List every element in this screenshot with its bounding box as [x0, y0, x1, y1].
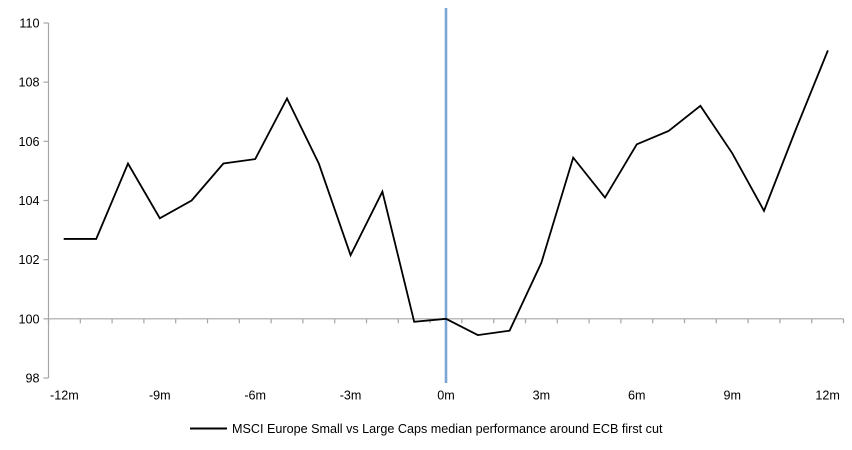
x-axis-label: 9m: [723, 389, 741, 403]
y-axis-label: 110: [19, 17, 39, 31]
y-axis-label: 100: [18, 312, 39, 326]
x-axis-label: 3m: [533, 389, 551, 403]
y-axis-label: 98: [25, 372, 39, 386]
axes-layer: [43, 22, 845, 379]
series-layer: [63, 50, 829, 337]
legend-label: MSCI Europe Small vs Large Caps median p…: [232, 422, 663, 436]
x-axis-label: -9m: [149, 389, 171, 403]
y-axis-label: 106: [18, 135, 39, 149]
x-axis-label: 6m: [628, 389, 646, 403]
legend: MSCI Europe Small vs Large Caps median p…: [190, 422, 663, 436]
series-line: [63, 50, 829, 337]
x-axis-label: 0m: [437, 389, 455, 403]
y-axis-label: 108: [18, 76, 39, 90]
x-axis-label: -6m: [244, 389, 266, 403]
y-axis-label: 102: [18, 253, 39, 267]
x-axis-label: 12m: [815, 389, 840, 403]
axis-labels-layer: 98 100 102 104 106 108 110 -12m -9m -6m -3m 0m 3m 6m 9…: [18, 17, 839, 403]
y-axis-label: 104: [18, 194, 39, 208]
x-axis-label: -3m: [340, 389, 362, 403]
x-axis-label: -12m: [50, 389, 79, 403]
